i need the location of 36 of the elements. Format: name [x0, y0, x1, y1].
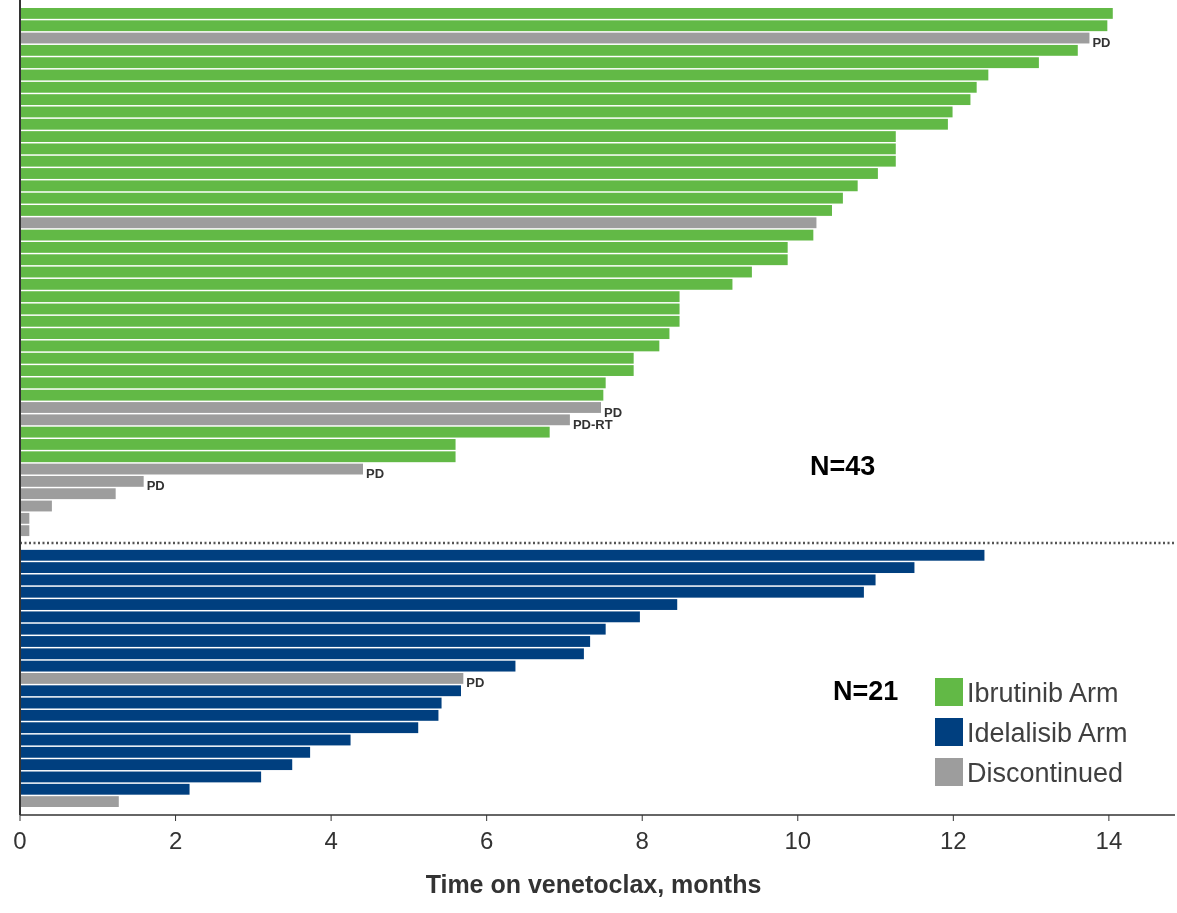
- bar: [20, 32, 1090, 44]
- bar: [20, 771, 262, 783]
- bar: [20, 389, 604, 401]
- bar: [20, 660, 516, 672]
- bar: [20, 69, 989, 81]
- x-tick-label: 10: [784, 827, 812, 854]
- legend-label: Ibrutinib Arm: [967, 678, 1119, 708]
- bar: [20, 340, 660, 352]
- data-label: PD: [146, 478, 165, 494]
- bar: [20, 463, 363, 475]
- data-label: PD: [1092, 35, 1111, 51]
- x-tick-label: 8: [635, 827, 649, 854]
- bar: [20, 783, 190, 795]
- x-tick-label: 4: [324, 827, 338, 854]
- bar: [20, 685, 461, 697]
- legend-label: Discontinued: [967, 758, 1124, 788]
- bar: [20, 106, 953, 118]
- annotation: N=21: [833, 676, 899, 706]
- x-tick-label: 12: [939, 827, 967, 854]
- x-axis-title: Time on venetoclax, months: [425, 870, 762, 898]
- bar: [20, 697, 442, 709]
- bar: [20, 266, 752, 278]
- annotation: N=43: [810, 451, 876, 481]
- bar: [20, 796, 119, 807]
- bar: [20, 673, 464, 684]
- bar: [20, 217, 817, 229]
- data-label: PD: [366, 466, 385, 482]
- x-tick-label: 0: [13, 827, 27, 854]
- x-tick-label: 14: [1095, 827, 1123, 854]
- data-label: PD: [466, 675, 485, 691]
- bar: [20, 500, 52, 512]
- legend-label: Idelalisib Arm: [967, 718, 1128, 748]
- x-tick-label: 6: [479, 827, 494, 854]
- x-tick-label: 2: [168, 827, 183, 854]
- bar: [20, 303, 680, 315]
- bar: [20, 734, 351, 746]
